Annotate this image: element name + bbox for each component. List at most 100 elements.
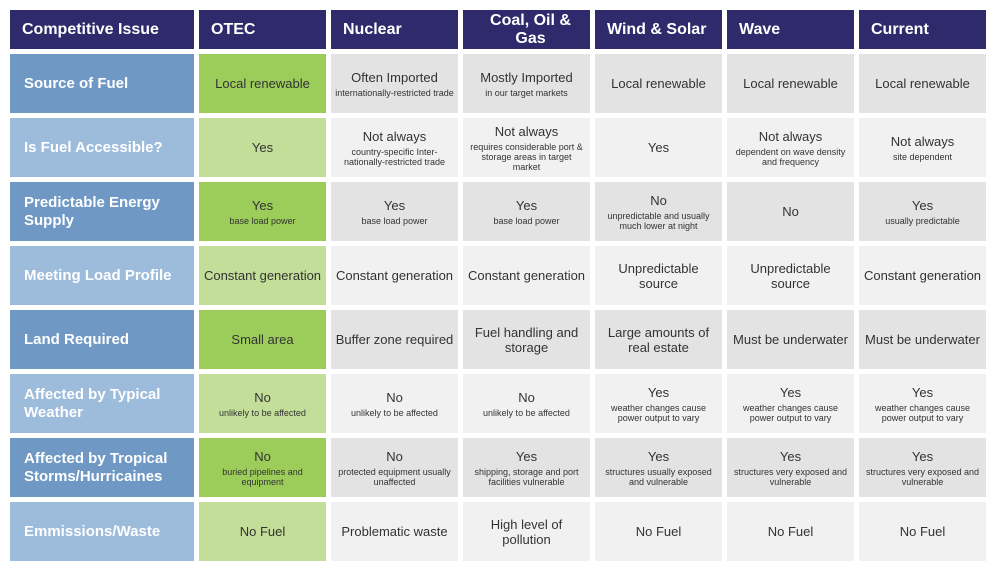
table-cell: No Fuel	[595, 502, 722, 561]
header-current: Current	[859, 10, 986, 49]
table-cell: Yes structures usually exposed and vulner…	[595, 438, 722, 497]
cell-sub-text: base load power	[493, 215, 560, 226]
header-competitive-issue: Competitive Issue	[10, 10, 194, 49]
cell-sub-text: in our target markets	[485, 87, 568, 98]
table-cell: Constant generation	[199, 246, 326, 305]
table-cell: Large amounts of real estate	[595, 310, 722, 369]
cell-main-text: No	[386, 448, 403, 464]
cell-main-text: Yes	[779, 384, 802, 400]
table-cell: No unlikely to be affected	[199, 374, 326, 433]
cell-main-text: Not always	[362, 128, 427, 144]
cell-sub-text: internationally-restricted trade	[335, 87, 454, 98]
cell-sub-text: protected equipment usually unaffected	[338, 466, 451, 487]
table-cell: No Fuel	[199, 502, 326, 561]
cell-main-text: Fuel handling and storage	[474, 324, 579, 355]
cell-main-text: Not always	[758, 128, 823, 144]
cell-main-text: Large amounts of real estate	[607, 324, 710, 355]
table-cell: No unlikely to be affected	[463, 374, 590, 433]
cell-main-text: Problematic waste	[341, 524, 448, 539]
table-cell: Must be underwater	[727, 310, 854, 369]
table-cell: Yes shipping, storage and port facilities…	[463, 438, 590, 497]
cell-main-text: Yes	[647, 448, 670, 464]
cell-sub-text: unlikely to be affected	[219, 407, 306, 418]
table-cell: No Fuel	[727, 502, 854, 561]
cell-main-text: Yes	[911, 197, 934, 213]
row-label-land-required: Land Required	[10, 310, 194, 369]
cell-main-text: Yes	[251, 197, 274, 213]
table-cell: No protected equipment usually unaffected	[331, 438, 458, 497]
row-label-tropical-storms: Affected by Tropical Storms/Hurricaines	[10, 438, 194, 497]
cell-main-text: Unpredictable source	[618, 260, 699, 291]
table-cell: No Fuel	[859, 502, 986, 561]
cell-main-text: Yes	[515, 448, 538, 464]
cell-main-text: No Fuel	[767, 524, 814, 539]
table-cell: Yes weather changes cause power output to…	[859, 374, 986, 433]
table-cell: No unpredictable and usually much lower a…	[595, 182, 722, 241]
cell-main-text: No	[518, 389, 535, 405]
cell-sub-text: shipping, storage and port facilities vu…	[474, 466, 579, 487]
table-cell: Yes usually predictable	[859, 182, 986, 241]
table-cell: Problematic waste	[331, 502, 458, 561]
table-cell: No unlikely to be affected	[331, 374, 458, 433]
table-cell: Yes structures very exposed and vulnerabl…	[727, 438, 854, 497]
cell-main-text: Not always	[890, 133, 955, 149]
table-cell: Constant generation	[859, 246, 986, 305]
row-label-typical-weather: Affected by Typical Weather	[10, 374, 194, 433]
table-cell: Constant generation	[331, 246, 458, 305]
table-cell: Yes base load power	[199, 182, 326, 241]
cell-main-text: Often Imported	[351, 69, 438, 85]
table-cell: Local renewable	[199, 54, 326, 113]
table-cell: Yes	[595, 118, 722, 177]
table-cell: Not always requires considerable port & s…	[463, 118, 590, 177]
cell-sub-text: buried pipelines and equipment	[222, 466, 303, 487]
header-nuclear: Nuclear	[331, 10, 458, 49]
cell-main-text: Constant generation	[467, 268, 586, 283]
table-cell: Local renewable	[859, 54, 986, 113]
cell-main-text: No	[386, 389, 403, 405]
cell-main-text: No	[254, 389, 271, 405]
cell-main-text: Yes	[647, 140, 670, 155]
cell-main-text: Small area	[231, 332, 294, 347]
table-cell: Constant generation	[463, 246, 590, 305]
table-cell: Buffer zone required	[331, 310, 458, 369]
table-cell: Yes weather changes cause power output to…	[595, 374, 722, 433]
row-label-predictable-energy: Predictable Energy Supply	[10, 182, 194, 241]
table-cell: Not always country-specific Inter-nationa…	[331, 118, 458, 177]
cell-sub-text: base load power	[361, 215, 428, 226]
cell-main-text: Constant generation	[863, 268, 982, 283]
cell-sub-text: usually predictable	[885, 215, 960, 226]
cell-main-text: Not always	[494, 123, 559, 139]
table-cell: Must be underwater	[859, 310, 986, 369]
cell-main-text: Yes	[383, 197, 406, 213]
table-cell: Yes base load power	[463, 182, 590, 241]
cell-sub-text: dependent on wave density and frequency	[735, 146, 846, 167]
cell-main-text: No	[254, 448, 271, 464]
cell-main-text: High level of pollution	[490, 516, 563, 547]
row-label-fuel-accessible: Is Fuel Accessible?	[10, 118, 194, 177]
cell-main-text: No	[782, 204, 799, 219]
comparison-table: Competitive Issue OTEC Nuclear Coal, Oil…	[10, 10, 986, 561]
cell-main-text: Yes	[911, 384, 934, 400]
cell-main-text: Local renewable	[743, 76, 838, 91]
table-cell: Yes structures very exposed and vulnerabl…	[859, 438, 986, 497]
header-otec: OTEC	[199, 10, 326, 49]
table-cell: Fuel handling and storage	[463, 310, 590, 369]
header-wave: Wave	[727, 10, 854, 49]
cell-main-text: No Fuel	[239, 524, 286, 539]
cell-main-text: Local renewable	[611, 76, 706, 91]
cell-main-text: Unpredictable source	[750, 260, 831, 291]
table-cell: High level of pollution	[463, 502, 590, 561]
cell-main-text: Local renewable	[875, 76, 970, 91]
cell-sub-text: structures very exposed and vulnerable	[733, 466, 848, 487]
cell-main-text: No Fuel	[635, 524, 682, 539]
cell-sub-text: unpredictable and usually much lower at …	[607, 210, 710, 231]
table-cell: Unpredictable source	[727, 246, 854, 305]
cell-main-text: Yes	[515, 197, 538, 213]
cell-sub-text: site dependent	[892, 151, 953, 162]
table-cell: Unpredictable source	[595, 246, 722, 305]
table-cell: Small area	[199, 310, 326, 369]
row-label-emissions-waste: Emmissions/Waste	[10, 502, 194, 561]
header-coal-oil-gas: Coal, Oil & Gas	[463, 10, 590, 49]
table-cell: Mostly Imported in our target markets	[463, 54, 590, 113]
table-cell: Yes weather changes cause power output to…	[727, 374, 854, 433]
